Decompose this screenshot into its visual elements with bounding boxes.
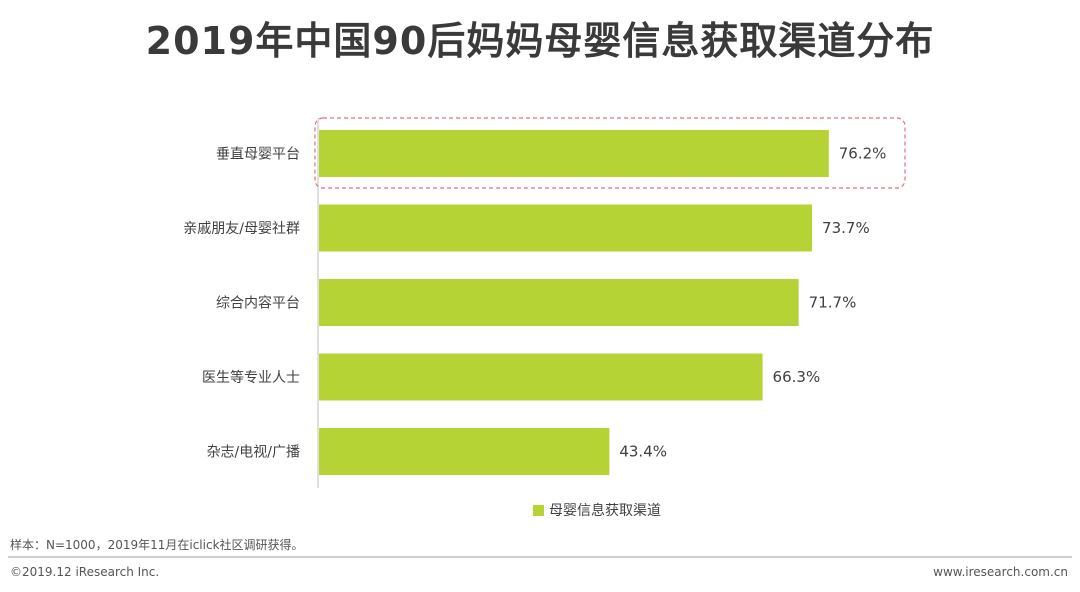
- bar: [319, 204, 813, 252]
- sample-note: 样本：N=1000，2019年11月在iclick社区调研获得。: [10, 538, 304, 552]
- legend-label: 母婴信息获取渠道: [549, 502, 661, 519]
- bar: [319, 279, 799, 326]
- category-label: 亲戚朋友/母婴社群: [183, 221, 300, 237]
- copyright-text: ©2019.12 iResearch Inc.: [10, 565, 160, 579]
- bar: [319, 353, 763, 401]
- category-label: 综合内容平台: [216, 295, 300, 312]
- highlight-box: [314, 117, 906, 189]
- value-label: 71.7%: [809, 294, 857, 312]
- value-label: 43.4%: [619, 443, 667, 461]
- website-link[interactable]: www.iresearch.com.cn: [933, 565, 1068, 579]
- value-label: 73.7%: [822, 219, 870, 237]
- value-label: 66.3%: [773, 368, 821, 386]
- legend-swatch: [533, 505, 544, 516]
- value-label: 76.2%: [839, 145, 887, 163]
- footer-divider: [8, 556, 1072, 558]
- bar-chart: 垂直母婴平台 76.2% 亲戚朋友/母婴社群 73.7% 综合内容平台 71.7% 医生等专…: [183, 117, 906, 519]
- chart-title: 2019年中国90后妈妈母婴信息获取渠道分布: [145, 19, 935, 63]
- bar: [319, 428, 610, 475]
- bar: [319, 130, 829, 177]
- category-label: 医生等专业人士: [202, 369, 300, 386]
- category-label: 垂直母婴平台: [216, 146, 300, 163]
- category-label: 杂志/电视/广播: [207, 445, 300, 461]
